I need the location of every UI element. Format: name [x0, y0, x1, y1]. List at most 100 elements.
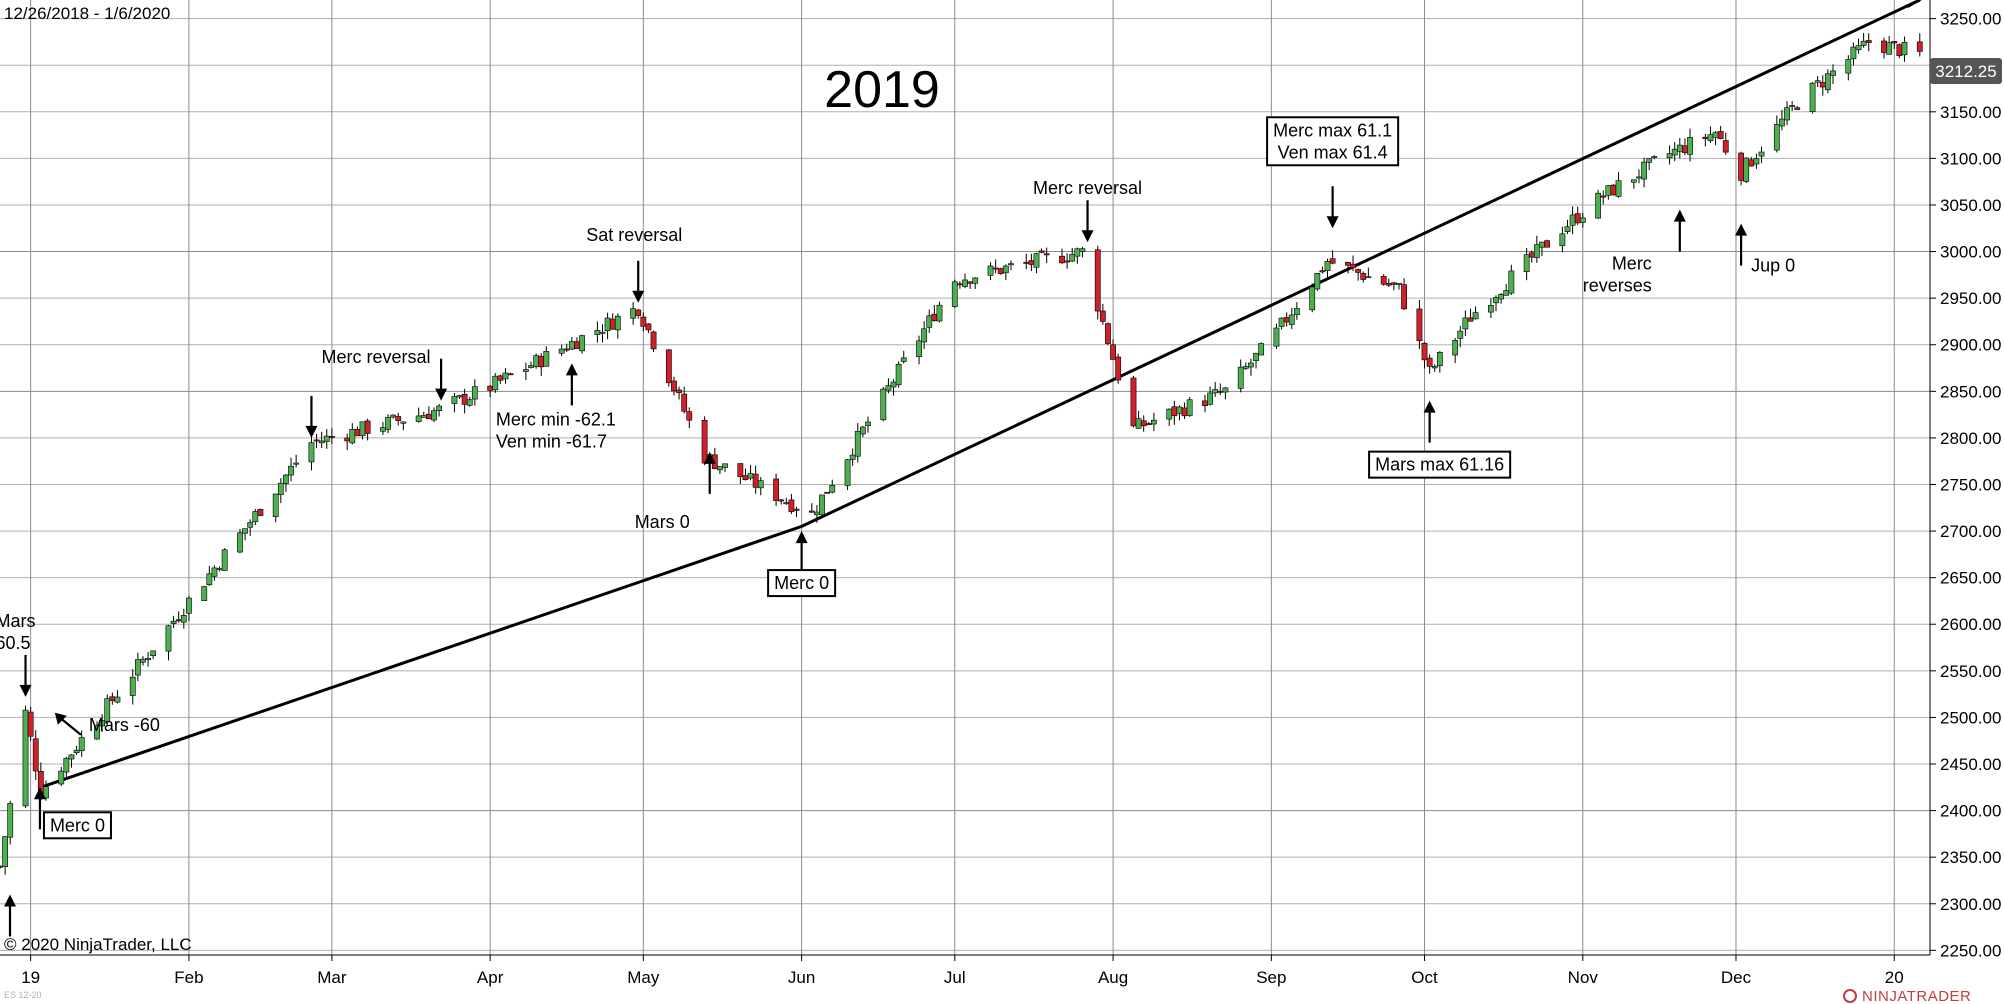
candle-down	[645, 323, 652, 331]
annotation-mars-max-box	[1368, 450, 1512, 479]
candle-down	[1916, 41, 1923, 52]
candle-down	[1023, 261, 1030, 264]
candle-up	[1539, 241, 1545, 248]
candle-down	[175, 619, 182, 622]
x-tick-label: 20	[1885, 968, 1904, 987]
candle-up	[599, 331, 606, 334]
candle-up	[1151, 419, 1157, 425]
candle-up	[7, 803, 14, 838]
candle-up	[962, 279, 968, 287]
candle-down	[1329, 258, 1336, 264]
annotation-sat-reversal-label: Sat reversal	[586, 225, 682, 245]
candle-up	[1860, 40, 1867, 46]
candle-up	[1288, 314, 1295, 325]
annotation-jup-0-label: Jup 0	[1751, 256, 1795, 276]
x-tick-label: Jul	[944, 968, 966, 987]
candle-up	[400, 421, 407, 424]
candle-up	[1666, 153, 1673, 159]
candle-up	[165, 625, 172, 652]
candle-up	[145, 657, 151, 661]
candle-down	[956, 283, 963, 286]
candle-up	[1687, 137, 1693, 155]
candle-up	[900, 357, 907, 362]
candle-up	[73, 749, 80, 754]
candle-up	[522, 369, 529, 372]
candle-up	[1186, 399, 1193, 416]
annotation-merc-reversal-feb-label: Merc reversal	[321, 347, 430, 367]
annotation-merc-reverses-label: reverses	[1583, 276, 1652, 296]
candle-up	[1676, 144, 1683, 152]
candle-up	[921, 328, 928, 343]
x-tick-label: Apr	[477, 968, 504, 987]
candle-up	[1487, 305, 1494, 313]
candle-down	[344, 437, 351, 442]
candle-down	[1722, 140, 1729, 153]
candle-down	[1099, 310, 1106, 322]
candle-down	[313, 439, 320, 442]
candle-down	[109, 696, 116, 701]
candle-up	[1324, 260, 1331, 271]
candle-up	[1579, 217, 1586, 223]
candle-up	[1033, 253, 1040, 268]
candle-up	[1002, 265, 1009, 274]
annotation-merc-reverses-arrow-head	[1673, 209, 1686, 222]
candle-down	[742, 475, 749, 481]
candle-up	[630, 308, 637, 319]
candle-up	[1069, 253, 1076, 262]
candle-down	[364, 420, 371, 434]
candle-up	[211, 567, 218, 577]
y-tick-label: 3000.00	[1940, 243, 2001, 262]
candle-down	[497, 375, 504, 381]
candle-up	[1636, 176, 1642, 179]
candle-up	[277, 482, 284, 495]
candle-up	[1207, 392, 1213, 405]
candles	[0, 32, 1923, 875]
candle-up	[451, 396, 458, 404]
candle-up	[1212, 389, 1219, 394]
candle-down	[1145, 423, 1152, 425]
candle-down	[824, 491, 831, 494]
candle-up	[829, 485, 836, 493]
candle-up	[1135, 418, 1142, 429]
candle-down	[328, 436, 335, 438]
candle-up	[288, 465, 294, 476]
candle-up	[1671, 148, 1678, 156]
candle-down	[354, 429, 361, 437]
candle-down	[1140, 420, 1147, 427]
annotation-sat-reversal-arrow-head	[632, 290, 645, 303]
candle-up	[1605, 185, 1612, 196]
candle-up	[390, 414, 397, 418]
trendline-end-arrow	[1907, 0, 1922, 8]
candle-down	[997, 268, 1004, 274]
candle-up	[1901, 41, 1908, 56]
annotation-merc-reversal-jul-arrow-head	[1081, 230, 1094, 243]
candle-down	[32, 738, 39, 772]
candle-up	[1436, 352, 1443, 367]
candle-up	[104, 698, 111, 722]
x-tick-label: Oct	[1411, 968, 1438, 987]
candle-up	[1273, 327, 1280, 347]
candle-down	[671, 380, 677, 392]
annotation-merc-min-label: Merc min -62.1	[496, 409, 616, 429]
candle-up	[1008, 263, 1014, 266]
candle-up	[380, 427, 386, 432]
candle-down	[1881, 40, 1887, 53]
annotation-merc-max-arrow-head	[1326, 216, 1339, 229]
candle-down	[686, 411, 693, 421]
candle-up	[471, 386, 478, 400]
last-price-box	[1930, 58, 2002, 84]
candle-down	[1202, 400, 1208, 406]
candle-up	[140, 658, 146, 663]
y-tick-label: 3150.00	[1940, 103, 2001, 122]
candle-up	[1830, 70, 1836, 76]
x-tick-label: Sep	[1256, 968, 1286, 987]
candle-up	[1498, 294, 1505, 300]
x-tick-label: Feb	[174, 968, 203, 987]
candle-up	[129, 676, 136, 696]
candle-up	[717, 466, 723, 471]
candle-down	[563, 348, 570, 351]
annotation-mars-0-label: Mars 0	[635, 512, 690, 532]
candle-down	[1181, 407, 1188, 417]
annotation-merc-max-box	[1266, 116, 1400, 167]
